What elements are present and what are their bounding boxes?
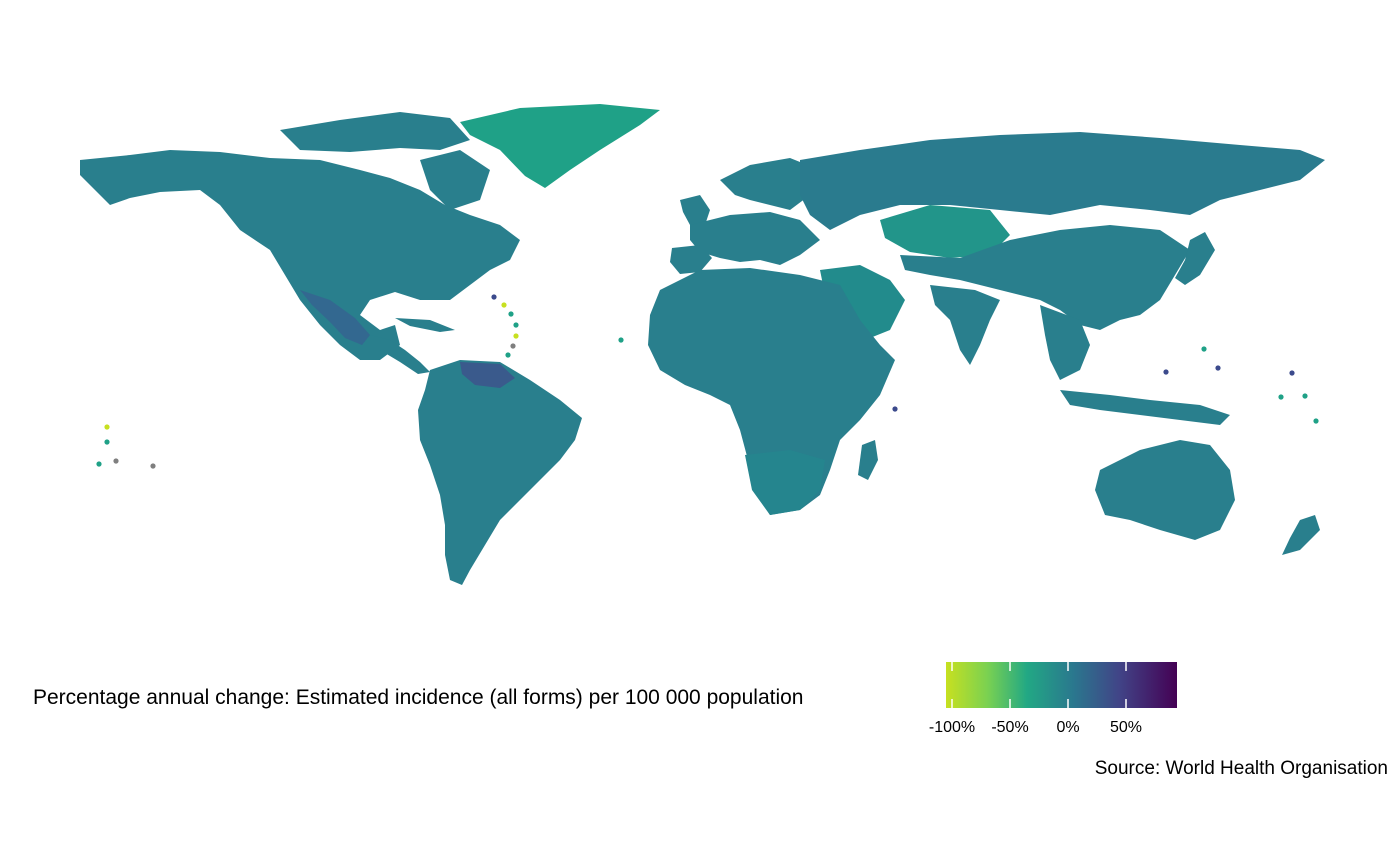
russia xyxy=(800,132,1325,230)
legend-colorbar xyxy=(946,662,1177,708)
island-marker xyxy=(501,302,507,308)
central-america xyxy=(370,335,430,374)
kazakhstan xyxy=(880,205,1010,258)
africa-north-west xyxy=(648,268,895,515)
baffin-island xyxy=(420,150,490,210)
island-marker xyxy=(505,352,511,358)
middle-east xyxy=(820,265,905,340)
legend-tick-label: 50% xyxy=(1109,719,1143,736)
island-marker xyxy=(104,424,110,430)
island-marker xyxy=(892,406,898,412)
cuba xyxy=(395,318,455,332)
north-america xyxy=(80,150,520,360)
madagascar xyxy=(858,440,878,480)
guyana-region xyxy=(460,362,515,388)
legend-title: Percentage annual change: Estimated inci… xyxy=(33,686,804,709)
source-caption: Source: World Health Organisation xyxy=(1094,758,1388,779)
island-marker xyxy=(96,461,102,467)
legend-tick-label: -100% xyxy=(928,719,976,736)
australia xyxy=(1095,440,1235,540)
island-marker xyxy=(1313,418,1319,424)
india xyxy=(930,285,1000,365)
arctic-islands xyxy=(280,112,470,152)
new-zealand xyxy=(1282,515,1320,555)
central-east-asia xyxy=(900,225,1190,330)
island-marker xyxy=(513,333,519,339)
island-marker xyxy=(1215,365,1221,371)
island-marker xyxy=(113,458,119,464)
indonesia xyxy=(1060,390,1230,425)
scandinavia xyxy=(720,158,820,210)
japan xyxy=(1175,232,1215,285)
island-marker xyxy=(150,463,156,469)
uk-ireland xyxy=(680,195,710,225)
island-marker xyxy=(491,294,497,300)
colorbar-tick-marks xyxy=(951,662,1127,708)
island-marker xyxy=(1302,393,1308,399)
legend-tick-label: 0% xyxy=(1056,719,1080,736)
mexico xyxy=(300,290,370,345)
island-marker xyxy=(1278,394,1284,400)
island-marker xyxy=(1201,346,1207,352)
island-markers xyxy=(96,294,1319,469)
southern-africa xyxy=(745,450,825,515)
island-marker xyxy=(508,311,514,317)
legend-tick-label: -50% xyxy=(991,719,1029,736)
southeast-asia xyxy=(1040,305,1090,380)
greenland xyxy=(460,104,660,188)
island-marker xyxy=(1289,370,1295,376)
island-marker xyxy=(513,322,519,328)
iberia xyxy=(670,245,712,274)
island-marker xyxy=(104,439,110,445)
island-marker xyxy=(618,337,624,343)
western-europe xyxy=(690,212,820,265)
island-marker xyxy=(1163,369,1169,375)
south-america xyxy=(418,360,582,585)
island-marker xyxy=(510,343,516,349)
